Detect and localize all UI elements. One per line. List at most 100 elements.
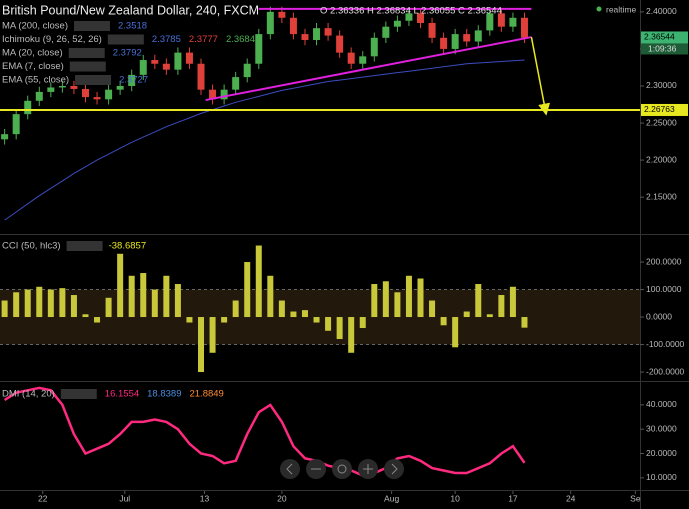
bar bbox=[24, 289, 31, 318]
bar bbox=[1, 300, 8, 318]
chart-title: British Pound/New Zealand Dollar, 240, F… bbox=[2, 3, 259, 17]
candle-body bbox=[278, 11, 286, 18]
bar bbox=[371, 284, 378, 318]
candle-body bbox=[81, 88, 89, 98]
candle-body bbox=[451, 34, 459, 49]
bar bbox=[36, 286, 43, 318]
x-tick-label: Aug bbox=[384, 493, 399, 503]
candle-body bbox=[347, 52, 355, 64]
candle-body bbox=[428, 22, 436, 38]
candle-body bbox=[128, 74, 136, 86]
candle-body bbox=[520, 17, 528, 38]
y-tick-label: 2.25000 bbox=[646, 117, 677, 127]
candle-body bbox=[393, 20, 401, 27]
bar bbox=[452, 317, 459, 348]
candle-body bbox=[255, 34, 263, 64]
bar bbox=[509, 286, 516, 318]
price-label-box bbox=[641, 103, 688, 116]
icon bbox=[391, 463, 398, 475]
bar bbox=[13, 292, 20, 318]
y-tick-label: 40.0000 bbox=[646, 399, 677, 409]
icon bbox=[286, 463, 293, 475]
y-tick-label: 2.40000 bbox=[646, 6, 677, 16]
candle-body bbox=[509, 17, 517, 27]
candle-body bbox=[289, 17, 297, 35]
y-tick-label: 30.0000 bbox=[646, 423, 677, 433]
candle-body bbox=[162, 63, 170, 70]
candle-body bbox=[116, 85, 124, 90]
bar bbox=[94, 317, 101, 323]
candle-body bbox=[232, 77, 240, 90]
price-label: 2.26763 bbox=[644, 104, 675, 114]
bar bbox=[348, 317, 355, 353]
bar bbox=[151, 289, 158, 318]
candle-body bbox=[35, 91, 43, 101]
line bbox=[3, 386, 526, 477]
candle-body bbox=[243, 63, 251, 78]
candle-body bbox=[382, 26, 390, 38]
bar bbox=[429, 300, 436, 318]
bar bbox=[232, 300, 239, 318]
candle-body bbox=[359, 56, 367, 64]
pane-readout: 16.1554 bbox=[105, 389, 139, 400]
candle-body bbox=[174, 52, 182, 70]
bar bbox=[463, 311, 470, 318]
bar bbox=[417, 278, 424, 318]
indicator-label: Ichimoku (9, 26, 52, 26) bbox=[2, 34, 102, 45]
candle-body bbox=[209, 89, 217, 100]
y-tick-label: 200.0000 bbox=[646, 256, 682, 266]
bar bbox=[163, 275, 170, 318]
candle-body bbox=[370, 37, 378, 57]
x-tick-label: 13 bbox=[200, 493, 210, 503]
indicator-label: MA (200, close) bbox=[2, 21, 68, 32]
bar bbox=[394, 292, 401, 318]
icon bbox=[337, 464, 347, 474]
candle-body bbox=[197, 63, 205, 90]
zoom-toolbar bbox=[280, 459, 404, 479]
bar bbox=[82, 314, 89, 318]
bar bbox=[486, 314, 493, 318]
bar bbox=[336, 317, 343, 340]
pane-controls bbox=[60, 389, 97, 399]
bar bbox=[186, 317, 193, 323]
bar bbox=[117, 253, 124, 318]
price-label-box bbox=[641, 31, 688, 44]
x-tick-label: Jul bbox=[119, 493, 130, 503]
candle-body bbox=[139, 60, 147, 75]
indicator-controls bbox=[74, 21, 110, 31]
bar bbox=[359, 317, 366, 329]
x-tick-label: 17 bbox=[508, 493, 518, 503]
bar bbox=[198, 317, 205, 373]
bar bbox=[267, 275, 274, 318]
candle-body bbox=[24, 100, 32, 115]
y-tick-label: 2.20000 bbox=[646, 154, 677, 164]
bar bbox=[221, 317, 228, 323]
candle-body bbox=[497, 13, 505, 27]
candle-body bbox=[486, 13, 494, 31]
bar bbox=[278, 300, 285, 318]
candle-body bbox=[474, 30, 482, 42]
y-tick-label: -100.0000 bbox=[646, 339, 685, 349]
candle-body bbox=[313, 28, 321, 41]
bar bbox=[209, 317, 216, 353]
scroll-right-button[interactable] bbox=[384, 459, 404, 479]
indicator-controls bbox=[75, 75, 112, 85]
reset-button[interactable] bbox=[332, 459, 352, 479]
scroll-left-button[interactable] bbox=[280, 459, 300, 479]
candle-body bbox=[1, 134, 9, 140]
bar bbox=[313, 317, 320, 323]
trend-line bbox=[205, 36, 532, 102]
bar bbox=[70, 295, 77, 318]
candle-body bbox=[417, 13, 425, 23]
bar bbox=[128, 275, 135, 318]
price-label: 2.36544 bbox=[644, 32, 675, 42]
x-tick-label: 10 bbox=[450, 493, 460, 503]
bar bbox=[301, 310, 308, 318]
bar bbox=[290, 311, 297, 318]
candle-body bbox=[185, 52, 193, 64]
indicator-controls bbox=[107, 34, 144, 45]
bar bbox=[105, 297, 112, 318]
bar bbox=[521, 317, 528, 328]
indicator-value: 2.3792 bbox=[113, 48, 142, 59]
